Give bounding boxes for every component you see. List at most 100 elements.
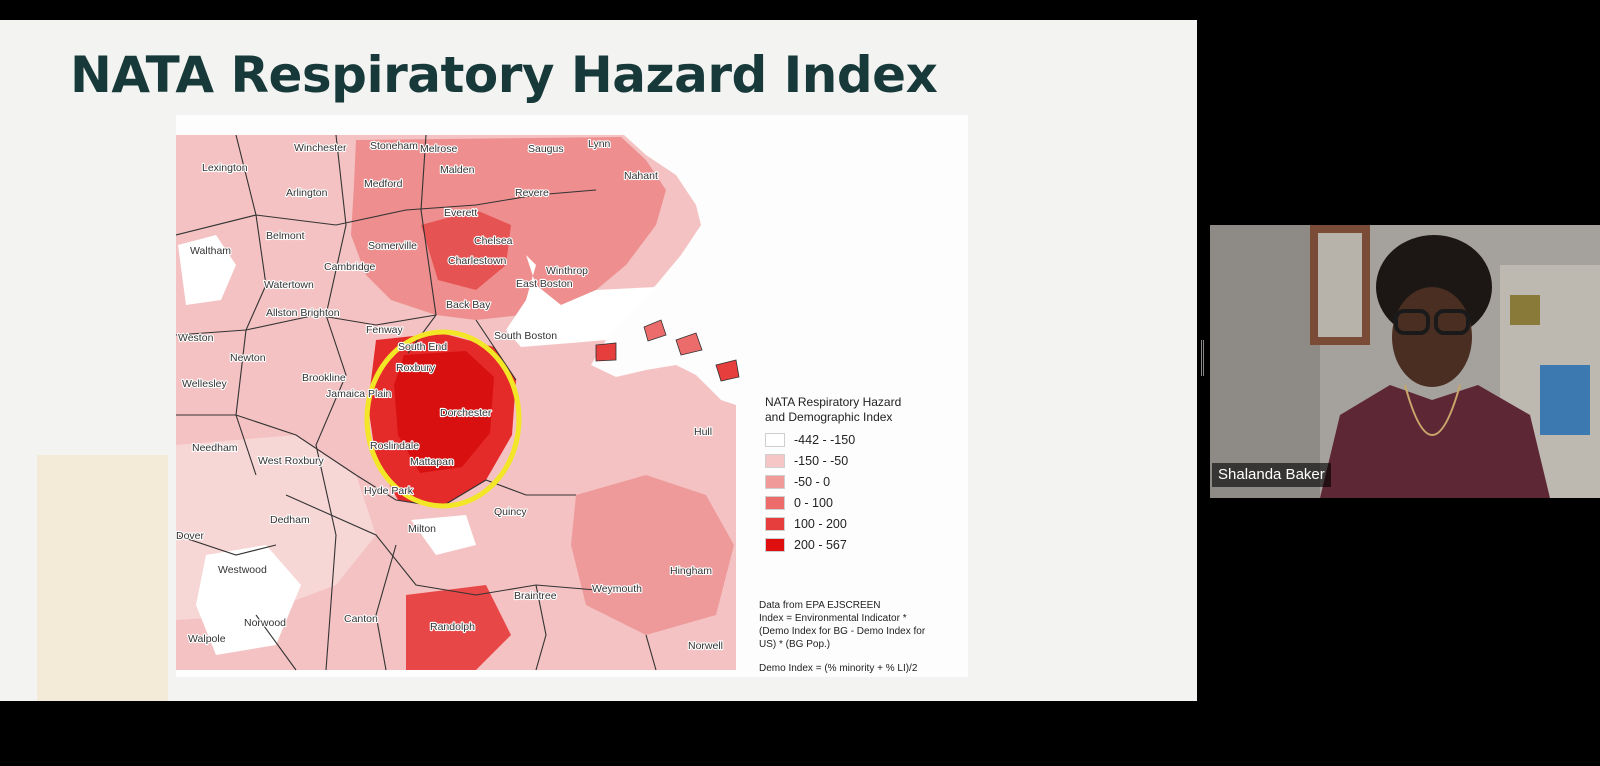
place-label: Dover (176, 530, 205, 542)
legend-item: 0 - 100 (765, 492, 965, 513)
place-label: Roslindale (370, 440, 419, 452)
place-label: Allston Brighton (266, 307, 340, 319)
place-label: Medford (364, 178, 403, 190)
white-patch-1 (196, 545, 301, 655)
place-label: Weston (178, 332, 214, 344)
legend-swatch (765, 432, 785, 447)
place-label: Mattapan (410, 456, 454, 468)
place-labels: Winchester Stoneham Melrose Saugus Lynn … (176, 137, 724, 653)
place-label: Chelsea (474, 235, 513, 247)
highlight-ellipse (364, 329, 522, 509)
island-4 (595, 342, 617, 362)
place-label: South End (398, 341, 447, 353)
place-label: Wellesley (182, 378, 227, 390)
place-label: Melrose (420, 143, 458, 155)
place-label: Dedham (270, 514, 310, 526)
place-label: West Roxbury (258, 455, 324, 467)
participant-video-tile[interactable]: Shalanda Baker (1210, 225, 1600, 498)
legend-title: NATA Respiratory Hazard and Demographic … (765, 395, 965, 425)
place-label: Waltham (190, 245, 231, 257)
place-label: Winthrop (546, 265, 588, 277)
screen-share-area: NATA Respiratory Hazard Index (0, 20, 1197, 701)
place-label: Milton (408, 523, 436, 535)
harbor-water (506, 235, 656, 347)
place-label: Charlestown (448, 255, 507, 267)
place-label: Winchester (294, 142, 347, 154)
south-shore-region (571, 475, 734, 635)
participant-name-tag: Shalanda Baker (1212, 463, 1331, 487)
map-legend: NATA Respiratory Hazard and Demographic … (765, 395, 965, 555)
slide-title: NATA Respiratory Hazard Index (70, 46, 938, 104)
note-line: US) * (BG Pop.) (759, 639, 831, 650)
legend-label: 200 - 567 (794, 537, 847, 552)
note-line: Index = Environmental Indicator * (759, 613, 907, 624)
place-label: Brookline (302, 372, 346, 384)
place-label: East Boston (516, 278, 573, 290)
note-line: (Demo Index for BG - Demo Index for (759, 626, 926, 637)
place-label: Dorchester (440, 407, 492, 419)
place-label: South Boston (494, 330, 557, 342)
hotspot-core (394, 351, 494, 473)
place-label: Randolph (430, 621, 475, 633)
legend-swatch (765, 495, 785, 510)
place-label: Hyde Park (364, 485, 414, 497)
place-label: Lynn (588, 138, 611, 150)
place-label: Needham (192, 442, 238, 454)
place-label: Norwell (688, 640, 723, 652)
place-label: Hull (694, 426, 712, 438)
place-label: Cambridge (324, 261, 376, 273)
place-label: Hingham (670, 565, 712, 577)
place-label: Back Bay (446, 299, 491, 311)
legend-title-line: and Demographic Index (765, 410, 893, 424)
legend-item: 100 - 200 (765, 513, 965, 534)
legend-label: -442 - -150 (794, 432, 856, 447)
place-label: Saugus (528, 143, 564, 155)
place-label: Braintree (514, 590, 557, 602)
data-notes: Data from EPA EJSCREEN Index = Environme… (759, 599, 959, 675)
legend-item: -150 - -50 (765, 450, 965, 471)
island-1 (643, 319, 667, 342)
place-label: Walpole (188, 633, 226, 645)
note-line: Demo Index = (% minority + % LI)/2 (759, 663, 918, 674)
place-label: Watertown (264, 279, 314, 291)
white-patch-2 (178, 235, 236, 305)
white-patch-3 (411, 515, 476, 555)
decorative-block (37, 455, 168, 701)
place-label: Revere (515, 187, 549, 199)
place-label: Nahant (624, 170, 658, 182)
legend-swatch (765, 537, 785, 552)
legend-title-line: NATA Respiratory Hazard (765, 395, 902, 409)
place-label: Weymouth (592, 583, 642, 595)
legend-label: -50 - 0 (794, 474, 831, 489)
legend-item: -50 - 0 (765, 471, 965, 492)
place-label: Lexington (202, 162, 248, 174)
place-label: Quincy (494, 506, 527, 518)
legend-swatch (765, 453, 785, 468)
legend-swatch (765, 474, 785, 489)
place-label: Fenway (366, 324, 404, 336)
legend-label: 0 - 100 (794, 495, 833, 510)
randolph-region (406, 585, 511, 670)
place-label: Jamaica Plain (326, 388, 392, 400)
place-label: Westwood (218, 564, 267, 576)
note-gap (759, 651, 959, 662)
island-2 (675, 332, 703, 356)
legend-item: 200 - 567 (765, 534, 965, 555)
participant-video (1210, 225, 1600, 498)
municipal-boundaries (176, 134, 657, 671)
place-label: Belmont (266, 230, 305, 242)
note-line: Data from EPA EJSCREEN (759, 600, 881, 611)
place-label: Everett (444, 207, 477, 219)
legend-swatch (765, 516, 785, 531)
place-label: Roxbury (396, 362, 436, 374)
place-label: Stoneham (370, 140, 418, 152)
layout-splitter-handle[interactable] (1201, 340, 1204, 376)
legend-label: -150 - -50 (794, 453, 849, 468)
legend-label: 100 - 200 (794, 516, 847, 531)
place-label: Norwood (244, 617, 286, 629)
map-canvas: Winchester Stoneham Melrose Saugus Lynn … (176, 134, 740, 671)
place-label: Arlington (286, 187, 328, 199)
island-3 (715, 359, 740, 382)
place-label: Somerville (368, 240, 417, 252)
place-label: Canton (344, 613, 378, 625)
